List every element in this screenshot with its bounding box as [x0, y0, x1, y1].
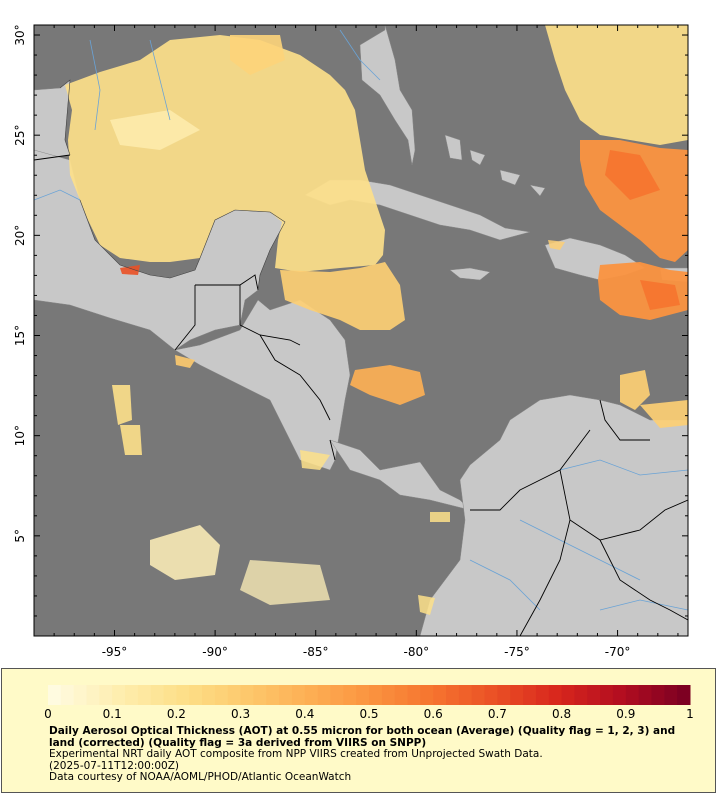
legend-credit: Data courtesy of NOAA/AOML/PHOD/Atlantic… — [49, 771, 352, 783]
lat-tick-label: 25° — [13, 125, 27, 146]
colorbar-cell — [112, 685, 126, 705]
colorbar-cell — [638, 685, 652, 705]
colorbar-cell — [125, 685, 139, 705]
colorbar-cell — [369, 685, 383, 705]
aot-map: -95° -90° -85° -80° -75° -70° 30° 25° 20° 15° 10° 5… — [13, 24, 689, 659]
country-borders — [34, 154, 688, 636]
colorbar-cell — [587, 685, 601, 705]
colorbar-tick-label: 1 — [686, 707, 694, 721]
colorbar-cell — [510, 685, 524, 705]
colorbar-cell — [600, 685, 614, 705]
colorbar-tick-label: 0 — [44, 707, 52, 721]
colorbar-tick-label: 0.4 — [295, 707, 314, 721]
colorbar-cell — [471, 685, 486, 705]
colorbar-cell — [548, 685, 563, 705]
colorbar: 0 0.1 0.2 0.3 0.4 0.5 0.6 0.7 0.8 0.9 1 — [44, 685, 694, 721]
colorbar-cell — [279, 685, 293, 705]
colorbar-cell — [150, 685, 165, 705]
colorbar-cell — [420, 685, 434, 705]
colorbar-tick-label: 0.8 — [552, 707, 571, 721]
colorbar-tick-label: 0.7 — [488, 707, 507, 721]
colorbar-cell — [394, 685, 409, 705]
colorbar-cell — [561, 685, 575, 705]
colorbar-cell — [137, 685, 152, 705]
colorbar-cell — [317, 685, 331, 705]
colorbar-cell — [612, 685, 627, 705]
colorbar-cell — [330, 685, 344, 705]
colorbar-cell — [677, 685, 691, 705]
colorbar-tick-label: 0.6 — [424, 707, 443, 721]
colorbar-cell — [99, 685, 113, 705]
legend-panel: 0 0.1 0.2 0.3 0.4 0.5 0.6 0.7 0.8 0.9 1 Daily Aero… — [1, 668, 716, 793]
colorbar-cell — [356, 685, 370, 705]
colorbar-tick-label: 0.3 — [231, 707, 250, 721]
lon-tick-label: -90° — [202, 645, 228, 659]
lat-tick-label: 5° — [13, 529, 27, 543]
colorbar-cell — [664, 685, 678, 705]
colorbar-cell — [60, 685, 75, 705]
lat-tick-label: 15° — [13, 325, 27, 346]
colorbar-cell — [523, 685, 537, 705]
aot-data-overlay — [65, 25, 688, 615]
colorbar-cell — [48, 685, 62, 705]
lon-tick-label: -70° — [605, 645, 631, 659]
colorbar-cell — [240, 685, 254, 705]
colorbar-cell — [214, 685, 229, 705]
legend-title: Daily Aerosol Optical Thickness (AOT) at… — [49, 725, 676, 749]
colorbar-cell — [202, 685, 216, 705]
lon-tick-label: -85° — [303, 645, 329, 659]
lon-tick-label: -80° — [404, 645, 430, 659]
colorbar-cell — [381, 685, 396, 705]
colorbar-tick-label: 0.5 — [359, 707, 378, 721]
colorbar-cell — [433, 685, 447, 705]
colorbar-cell — [227, 685, 242, 705]
colorbar-tick-label: 0.1 — [103, 707, 122, 721]
colorbar-cell — [535, 685, 550, 705]
colorbar-cell — [291, 685, 306, 705]
rivers — [34, 29, 688, 611]
coastlines — [59, 79, 286, 291]
axis-ticks: -95° -90° -85° -80° -75° -70° 30° 25° 20° 15° 10° 5… — [13, 24, 688, 659]
colorbar-cell — [266, 685, 280, 705]
colorbar-cell — [163, 685, 177, 705]
lat-tick-label: 30° — [13, 24, 27, 45]
colorbar-cell — [253, 685, 267, 705]
colorbar-cell — [304, 685, 319, 705]
lon-tick-label: -75° — [504, 645, 530, 659]
colorbar-cell — [189, 685, 203, 705]
colorbar-cell — [574, 685, 588, 705]
lat-tick-label: 20° — [13, 225, 27, 246]
colorbar-cell — [73, 685, 88, 705]
colorbar-tick-label: 0.2 — [167, 707, 186, 721]
colorbar-tick-label: 0.9 — [616, 707, 635, 721]
legend-text: Daily Aerosol Optical Thickness (AOT) at… — [49, 725, 689, 784]
colorbar-cell — [651, 685, 665, 705]
colorbar-cell — [343, 685, 357, 705]
colorbar-cell — [497, 685, 511, 705]
colorbar-cell — [446, 685, 460, 705]
colorbar-cell — [86, 685, 100, 705]
lon-tick-label: -95° — [102, 645, 128, 659]
lat-tick-label: 10° — [13, 425, 27, 446]
legend-source: Experimental NRT daily AOT composite fro… — [49, 748, 543, 760]
map-frame — [33, 24, 689, 637]
legend-date: (2025-07-11T12:00:00Z) — [49, 759, 179, 772]
colorbar-cell — [458, 685, 473, 705]
colorbar-cell — [484, 685, 498, 705]
colorbar-cell — [176, 685, 190, 705]
colorbar-cell — [407, 685, 421, 705]
colorbar-cell — [625, 685, 640, 705]
